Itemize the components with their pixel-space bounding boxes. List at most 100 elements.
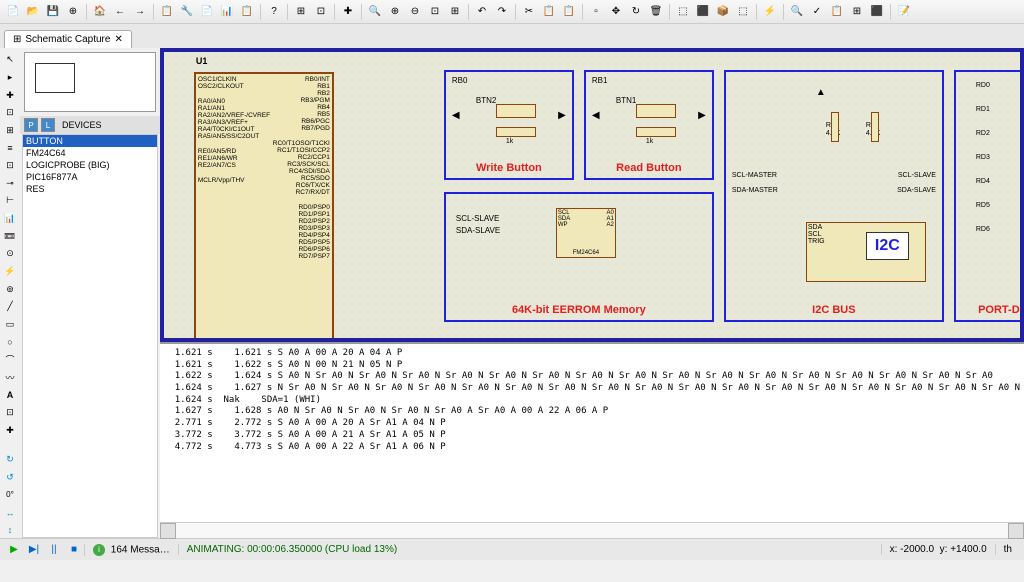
help-icon[interactable]: ? — [265, 3, 283, 21]
circle-icon[interactable]: ○ — [2, 334, 18, 350]
box-icon[interactable]: ▭ — [2, 317, 18, 333]
3d-icon[interactable]: ⬛ — [868, 3, 886, 21]
eeprom-block[interactable]: SCL-SLAVE SDA-SLAVE SCLA0 SDAA1 WPA2 FM2… — [444, 192, 714, 322]
device-item[interactable]: LOGICPROBE (BIG) — [23, 159, 157, 171]
page-icon[interactable]: 📋 — [158, 3, 176, 21]
decomp-icon[interactable]: ⬚ — [734, 3, 752, 21]
port-bit[interactable]: 0 — [1020, 226, 1024, 242]
tab-close-icon[interactable]: ✕ — [114, 34, 122, 45]
back-icon[interactable]: ← — [111, 3, 129, 21]
save-icon[interactable]: 💾 — [44, 3, 62, 21]
device-item[interactable]: FM24C64 — [23, 147, 157, 159]
probe-icon[interactable]: ⚡ — [2, 264, 18, 280]
redo-icon[interactable]: ↷ — [493, 3, 511, 21]
gen-icon[interactable]: ⊙ — [2, 246, 18, 262]
step-icon[interactable]: ▶| — [24, 542, 44, 558]
home-icon[interactable]: 🏠 — [91, 3, 109, 21]
rotcw-icon[interactable]: ↻ — [2, 452, 18, 468]
read-button-block[interactable]: RB1 BTN1 1k ◀ ▶ Read Button — [584, 70, 714, 180]
schematic-canvas[interactable]: U1 OSC1/CLKINOSC2/CLKOUTRA0/AN0RA1/AN1RA… — [160, 48, 1024, 342]
rotccw-icon[interactable]: ↺ — [2, 469, 18, 485]
stop-icon[interactable]: ■ — [64, 542, 84, 558]
plus-icon[interactable]: ✚ — [2, 422, 18, 438]
undo-icon[interactable]: ↶ — [473, 3, 491, 21]
parts-icon[interactable]: 🔧 — [178, 3, 196, 21]
device-item[interactable]: PIC16F877A — [23, 171, 157, 183]
symbol-icon[interactable]: ⊡ — [2, 405, 18, 421]
bus-icon[interactable]: ≡ — [2, 140, 18, 156]
delete-icon[interactable]: 🗑 — [647, 3, 665, 21]
meter-icon[interactable]: ⊚ — [2, 281, 18, 297]
port-bit[interactable]: 0 — [1020, 202, 1024, 218]
tab-schematic[interactable]: ⊞ Schematic Capture ✕ — [4, 30, 132, 48]
find-icon[interactable]: 🔍 — [788, 3, 806, 21]
move-icon[interactable]: ✥ — [607, 3, 625, 21]
port-bit[interactable]: 1 — [1020, 130, 1024, 146]
portd-block[interactable]: 0110000 RD0RD1RD2RD3RD4RD5RD6 PORT-D — [954, 70, 1024, 322]
arc-icon[interactable]: ⌒ — [2, 352, 18, 368]
port-bit[interactable]: 0 — [1020, 82, 1024, 98]
junction-icon[interactable]: ✚ — [2, 87, 18, 103]
paste-icon[interactable]: 📋 — [560, 3, 578, 21]
i2c-block[interactable]: R4 4.7K R1 4.7K ▲ SCL-MASTER SDA-MASTER … — [724, 70, 944, 322]
selection-icon[interactable]: ↖ — [2, 52, 18, 68]
zoomall-icon[interactable]: ⊡ — [426, 3, 444, 21]
port-bit[interactable]: 0 — [1020, 154, 1024, 170]
play-icon[interactable]: ▶ — [4, 542, 24, 558]
h-scrollbar[interactable] — [160, 522, 1024, 538]
console-output[interactable]: 1.621 s 1.621 s S A0 A 00 A 20 A 04 A P … — [160, 342, 1024, 522]
textlbl-icon[interactable]: A — [2, 387, 18, 403]
devices-list[interactable]: BUTTON FM24C64 LOGICPROBE (BIG) PIC16F87… — [22, 134, 158, 538]
port-bit[interactable]: 1 — [1020, 106, 1024, 122]
text-icon[interactable]: ⊞ — [2, 123, 18, 139]
pause-icon[interactable]: || — [44, 542, 64, 558]
port-bit[interactable]: 0 — [1020, 178, 1024, 194]
pin-icon[interactable]: ⊢ — [2, 193, 18, 209]
device-item[interactable]: RES — [23, 183, 157, 195]
zoomout-icon[interactable]: ⊖ — [406, 3, 424, 21]
pcb-icon[interactable]: ⊞ — [848, 3, 866, 21]
libs-icon[interactable]: L — [41, 118, 55, 132]
chip-u1[interactable]: OSC1/CLKINOSC2/CLKOUTRA0/AN0RA1/AN1RA2/A… — [194, 72, 334, 342]
bom-icon[interactable]: 📊 — [218, 3, 236, 21]
copy-icon[interactable]: 📋 — [540, 3, 558, 21]
sim1-icon[interactable]: ⚡ — [761, 3, 779, 21]
zoomarea-icon[interactable]: ⊞ — [446, 3, 464, 21]
doc-icon[interactable]: 📄 — [198, 3, 216, 21]
new-icon[interactable]: 📄 — [4, 3, 22, 21]
write-button-block[interactable]: RB0 BTN2 1k ◀ ▶ Write Button — [444, 70, 574, 180]
net-icon[interactable]: 📋 — [828, 3, 846, 21]
messages-status[interactable]: i 164 Messa… — [84, 544, 178, 556]
block-icon[interactable]: ▫ — [587, 3, 605, 21]
close-icon[interactable]: ⊕ — [64, 3, 82, 21]
pick-device-icon[interactable]: P — [24, 118, 38, 132]
tape-icon[interactable]: 📼 — [2, 228, 18, 244]
open-icon[interactable]: 📂 — [24, 3, 42, 21]
erc-icon[interactable]: ✓ — [808, 3, 826, 21]
label-icon[interactable]: ⊡ — [2, 105, 18, 121]
zoomin-icon[interactable]: ⊕ — [386, 3, 404, 21]
cut-icon[interactable]: ✂ — [520, 3, 538, 21]
device-item[interactable]: BUTTON — [23, 135, 157, 147]
fliph-icon[interactable]: ↔ — [2, 505, 18, 521]
grid2-icon[interactable]: ⊡ — [312, 3, 330, 21]
overview-panel[interactable] — [24, 52, 156, 112]
note-icon[interactable]: 📝 — [895, 3, 913, 21]
rotate-icon[interactable]: ↻ — [627, 3, 645, 21]
subckt-icon[interactable]: ⊡ — [2, 158, 18, 174]
pick-icon[interactable]: ⬚ — [674, 3, 692, 21]
scroll-left-icon[interactable] — [160, 523, 176, 539]
fwd-icon[interactable]: → — [131, 3, 149, 21]
graph-icon[interactable]: 📊 — [2, 211, 18, 227]
scroll-right-icon[interactable] — [1008, 523, 1024, 539]
report-icon[interactable]: 📋 — [238, 3, 256, 21]
pack-icon[interactable]: 📦 — [714, 3, 732, 21]
zoom-icon[interactable]: 🔍 — [366, 3, 384, 21]
grid-icon[interactable]: ⊞ — [292, 3, 310, 21]
path-icon[interactable]: 〰 — [2, 370, 18, 386]
zoomfit-icon[interactable]: ✚ — [339, 3, 357, 21]
flipv-icon[interactable]: ↕ — [2, 522, 18, 538]
terminal-icon[interactable]: ⊸ — [2, 175, 18, 191]
make-icon[interactable]: ⬛ — [694, 3, 712, 21]
component-icon[interactable]: ▸ — [2, 70, 18, 86]
